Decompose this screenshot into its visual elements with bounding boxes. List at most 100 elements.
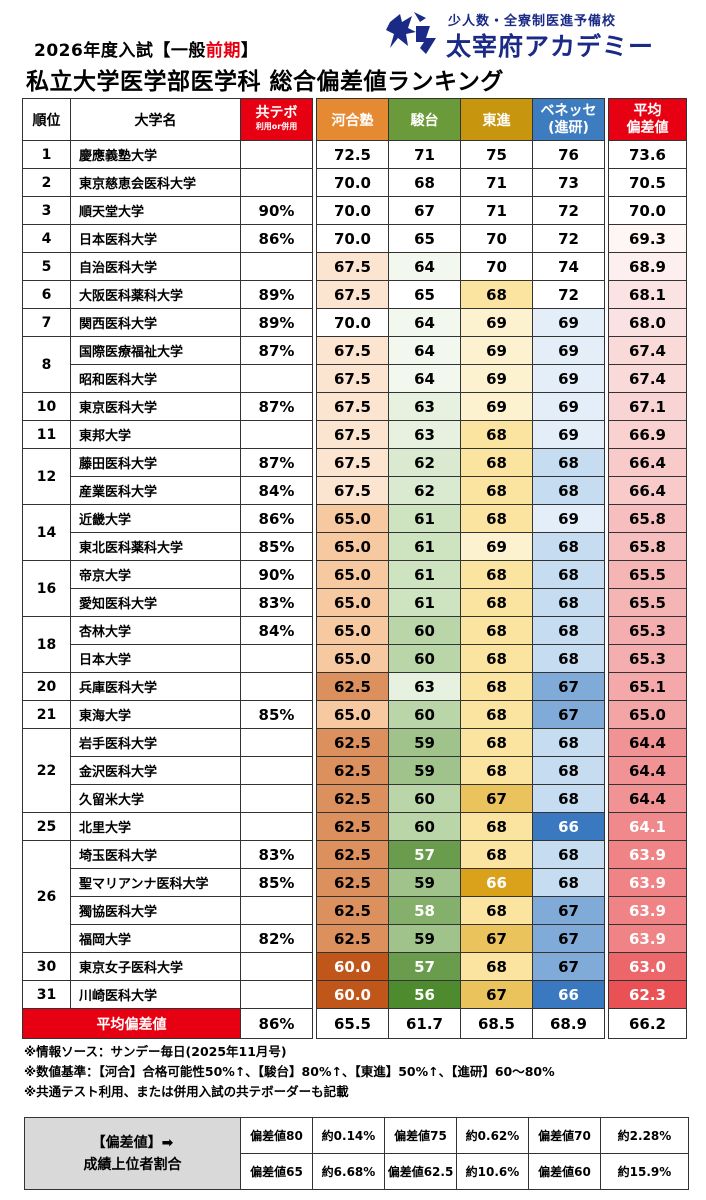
table-row: 22 岩手医科大学 62.5 59 68 68 64.4	[22, 728, 687, 813]
kyotest-border	[240, 420, 313, 449]
ratio-row: 【偏差値】➡ 成績上位者割合 偏差値80 約0.14% 偏差値75 約0.62% …	[24, 1117, 689, 1190]
average-score: 70.0	[608, 196, 687, 225]
benesse-score: 68	[532, 448, 605, 477]
average-score: 66.4	[608, 448, 687, 477]
average-row: 平均偏差値 86% 65.5 61.7 68.5 68.9 66.2	[22, 1008, 687, 1039]
table-header-row: 順位 大学名 共テボ 利用or併用 河合塾 駿台 東進 ベネッセ (進研) 平均 偏差…	[22, 98, 687, 141]
benesse-score: 67	[532, 952, 605, 981]
sundai-score: 57	[388, 840, 461, 869]
table-row: 21 東海大学 85% 65.0 60 68 67 65.0	[22, 700, 687, 729]
ratio-deviation: 偏差値70	[528, 1117, 601, 1154]
benesse-score: 73	[532, 168, 605, 197]
col-header-name: 大学名	[70, 98, 241, 141]
benesse-score: 68	[532, 616, 605, 645]
university-name: 岩手医科大学	[70, 728, 241, 757]
kawai-score: 67.5	[316, 364, 389, 393]
kyotest-border	[240, 364, 313, 393]
col-header-rank: 順位	[22, 98, 71, 141]
toshin-score: 70	[460, 252, 533, 281]
kyotest-border	[240, 812, 313, 841]
kyotest-border: 87%	[240, 336, 313, 365]
table-row: 14 近畿大学 86% 65.0 61 68 69 65.8	[22, 504, 687, 561]
rank-cell: 18	[22, 616, 71, 673]
table-row: 26 埼玉医科大学 83% 62.5 57 68 68 63.9	[22, 840, 687, 953]
kawai-score: 67.5	[316, 252, 389, 281]
toshin-score: 68	[460, 560, 533, 589]
kawai-score: 70.0	[316, 308, 389, 337]
average-score: 65.8	[608, 504, 687, 533]
ranking-body: 1 慶應義塾大学 72.5 71 75 76 73.6 2 東京慈恵会医科大学 70.0 68 71 7…	[22, 140, 687, 1009]
average-score: 67.1	[608, 392, 687, 421]
table-row: 福岡大学 82% 62.5 59 67 67 63.9	[23, 924, 687, 953]
average-score: 69.3	[608, 224, 687, 253]
toshin-score: 68	[460, 280, 533, 309]
kyotest-border: 90%	[240, 560, 313, 589]
ratio-percent: 約10.6%	[456, 1153, 529, 1190]
toshin-score: 71	[460, 196, 533, 225]
sundai-score: 60	[388, 700, 461, 729]
average-toshin: 68.5	[460, 1008, 533, 1039]
university-name: 順天堂大学	[70, 196, 241, 225]
note-source: ※情報ソース：サンデー毎日(2025年11月号)	[24, 1044, 287, 1059]
toshin-score: 71	[460, 168, 533, 197]
average-score: 64.1	[608, 812, 687, 841]
university-name: 昭和医科大学	[70, 364, 241, 393]
rank-cell: 14	[22, 504, 71, 561]
university-name: 聖マリアンナ医科大学	[70, 868, 241, 897]
table-row: 東北医科薬科大学 85% 65.0 61 69 68 65.8	[23, 532, 687, 561]
kawai-score: 65.0	[316, 700, 389, 729]
sundai-score: 62	[388, 476, 461, 505]
table-row: 18 杏林大学 84% 65.0 60 68 68 65.3	[22, 616, 687, 673]
benesse-score: 69	[532, 420, 605, 449]
academy-logo-icon	[386, 12, 436, 54]
kyotest-border: 89%	[240, 308, 313, 337]
ratio-percent: 約0.62%	[456, 1117, 529, 1154]
ratio-deviation: 偏差値60	[528, 1153, 601, 1190]
benesse-score: 72	[532, 224, 605, 253]
table-row: 1 慶應義塾大学 72.5 71 75 76 73.6	[22, 140, 687, 169]
rank-cell: 30	[22, 952, 71, 981]
toshin-score: 67	[460, 784, 533, 813]
average-score: 73.6	[608, 140, 687, 169]
toshin-score: 68	[460, 616, 533, 645]
kyotest-border: 85%	[240, 868, 313, 897]
kyotest-border	[240, 952, 313, 981]
table-row: 11 東邦大学 67.5 63 68 69 66.9	[22, 420, 687, 449]
kawai-score: 62.5	[316, 728, 389, 757]
table-row: 金沢医科大学 62.5 59 68 68 64.4	[23, 756, 687, 785]
kawai-score: 67.5	[316, 420, 389, 449]
col-header-benesse: ベネッセ (進研)	[532, 98, 605, 141]
university-name: 東京医科大学	[70, 392, 241, 421]
benesse-score: 69	[532, 392, 605, 421]
benesse-score: 68	[532, 644, 605, 673]
kyotest-border: 84%	[240, 476, 313, 505]
benesse-score: 69	[532, 364, 605, 393]
table-row: 産業医科大学 84% 67.5 62 68 68 66.4	[23, 476, 687, 505]
rank-cell: 31	[22, 980, 71, 1009]
rank-cell: 20	[22, 672, 71, 701]
benesse-score: 66	[532, 980, 605, 1009]
table-row: 6 大阪医科薬科大学 89% 67.5 65 68 72 68.1	[22, 280, 687, 309]
benesse-score: 67	[532, 924, 605, 953]
average-score: 68.1	[608, 280, 687, 309]
sundai-score: 62	[388, 448, 461, 477]
table-row: 10 東京医科大学 87% 67.5 63 69 69 67.1	[22, 392, 687, 421]
kyotest-border	[240, 980, 313, 1009]
benesse-score: 66	[532, 812, 605, 841]
sundai-score: 61	[388, 560, 461, 589]
university-name: 日本医科大学	[70, 224, 241, 253]
average-score: 68.0	[608, 308, 687, 337]
kyotest-border: 85%	[240, 532, 313, 561]
kawai-score: 67.5	[316, 336, 389, 365]
ratio-percent: 約15.9%	[600, 1153, 689, 1190]
university-name: 自治医科大学	[70, 252, 241, 281]
average-score: 65.3	[608, 644, 687, 673]
university-name: 兵庫医科大学	[70, 672, 241, 701]
toshin-score: 67	[460, 980, 533, 1009]
kyotest-border: 87%	[240, 448, 313, 477]
sundai-score: 63	[388, 420, 461, 449]
university-name: 獨協医科大学	[70, 896, 241, 925]
col-header-sundai: 駿台	[388, 98, 461, 141]
ratio-deviation: 偏差値62.5	[384, 1153, 457, 1190]
average-score: 65.1	[608, 672, 687, 701]
